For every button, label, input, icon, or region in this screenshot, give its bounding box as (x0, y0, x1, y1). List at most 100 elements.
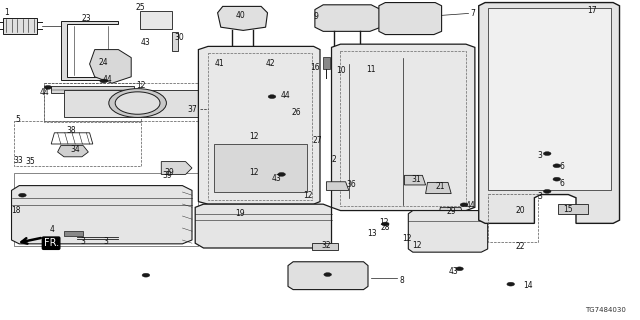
Text: 5: 5 (15, 116, 20, 124)
Text: 43: 43 (141, 38, 151, 47)
Circle shape (381, 222, 389, 226)
Text: TG7484030: TG7484030 (585, 308, 626, 313)
Polygon shape (51, 86, 134, 93)
Polygon shape (140, 11, 172, 29)
Circle shape (19, 193, 26, 197)
Polygon shape (315, 5, 381, 31)
Text: 9: 9 (314, 12, 319, 21)
Polygon shape (64, 90, 211, 117)
Polygon shape (408, 211, 488, 252)
Polygon shape (323, 57, 330, 69)
Circle shape (100, 79, 108, 83)
Circle shape (456, 267, 463, 271)
Circle shape (507, 282, 515, 286)
Text: 20: 20 (515, 206, 525, 215)
Text: 18: 18 (12, 206, 21, 215)
Polygon shape (488, 8, 611, 190)
Polygon shape (225, 60, 232, 68)
Text: 23: 23 (81, 14, 92, 23)
Polygon shape (3, 18, 37, 34)
Text: 28: 28 (381, 223, 390, 232)
Text: 15: 15 (563, 205, 573, 214)
Circle shape (115, 92, 160, 114)
Text: 12: 12 (380, 218, 388, 227)
Text: 19: 19 (235, 209, 245, 218)
Text: 12: 12 (136, 81, 145, 90)
Polygon shape (218, 6, 268, 30)
Text: 37: 37 (188, 105, 197, 114)
Polygon shape (64, 231, 83, 236)
Text: 4: 4 (50, 225, 55, 234)
Text: 3: 3 (81, 237, 86, 246)
Polygon shape (326, 182, 349, 190)
Text: 29: 29 (446, 207, 456, 216)
Text: 12: 12 (403, 234, 412, 243)
Polygon shape (479, 3, 620, 223)
Text: 10: 10 (336, 66, 346, 75)
Text: 44: 44 (280, 91, 290, 100)
Text: FR.: FR. (44, 238, 59, 248)
Text: 12: 12 (413, 241, 422, 250)
Text: 26: 26 (292, 108, 301, 117)
Circle shape (109, 89, 166, 117)
Text: 21: 21 (436, 182, 445, 191)
Polygon shape (426, 182, 451, 194)
Text: 12: 12 (303, 191, 312, 200)
Text: 43: 43 (271, 174, 282, 183)
Polygon shape (198, 46, 320, 204)
Text: 22: 22 (515, 242, 525, 251)
Polygon shape (438, 207, 464, 219)
Polygon shape (361, 57, 369, 69)
Text: 34: 34 (70, 145, 81, 154)
Text: 39: 39 (164, 168, 175, 177)
Polygon shape (342, 57, 349, 69)
Polygon shape (312, 243, 338, 250)
Text: 39: 39 (163, 171, 173, 180)
Text: 11: 11 (366, 65, 376, 74)
Text: 35: 35 (26, 157, 36, 166)
Circle shape (543, 152, 551, 156)
Polygon shape (558, 204, 588, 214)
Circle shape (324, 273, 332, 276)
Text: 14: 14 (524, 281, 533, 290)
Polygon shape (161, 162, 192, 174)
Circle shape (278, 172, 285, 176)
Polygon shape (195, 204, 332, 248)
Text: 32: 32 (322, 241, 332, 250)
Text: 3: 3 (538, 192, 543, 201)
Text: 44: 44 (466, 201, 476, 210)
Text: 13: 13 (367, 229, 378, 238)
Text: 44: 44 (40, 88, 50, 97)
Text: 7: 7 (470, 9, 476, 18)
Text: 31: 31 (411, 175, 421, 184)
Text: 36: 36 (347, 180, 356, 189)
Text: 3: 3 (538, 151, 543, 160)
Polygon shape (332, 44, 475, 211)
Polygon shape (58, 146, 88, 157)
Circle shape (543, 189, 551, 193)
Text: 38: 38 (67, 126, 77, 135)
Circle shape (553, 164, 561, 168)
Polygon shape (379, 3, 442, 35)
Text: 16: 16 (310, 63, 320, 72)
Text: 30: 30 (174, 33, 184, 42)
Polygon shape (256, 60, 264, 68)
Text: 40: 40 (236, 11, 245, 20)
Polygon shape (12, 186, 192, 244)
Text: 6: 6 (560, 180, 565, 188)
Text: 33: 33 (13, 156, 23, 165)
Circle shape (268, 95, 276, 99)
Text: 25: 25 (136, 3, 146, 12)
Polygon shape (404, 175, 426, 185)
Text: 1: 1 (4, 8, 9, 17)
Polygon shape (61, 21, 118, 80)
Text: 8: 8 (400, 276, 404, 285)
Text: 2: 2 (332, 155, 336, 164)
Circle shape (142, 273, 150, 277)
Circle shape (44, 85, 52, 89)
Polygon shape (172, 32, 178, 51)
Polygon shape (288, 262, 368, 290)
Text: 12: 12 (249, 168, 259, 177)
Text: 27: 27 (312, 136, 322, 145)
Text: 12: 12 (249, 132, 259, 141)
